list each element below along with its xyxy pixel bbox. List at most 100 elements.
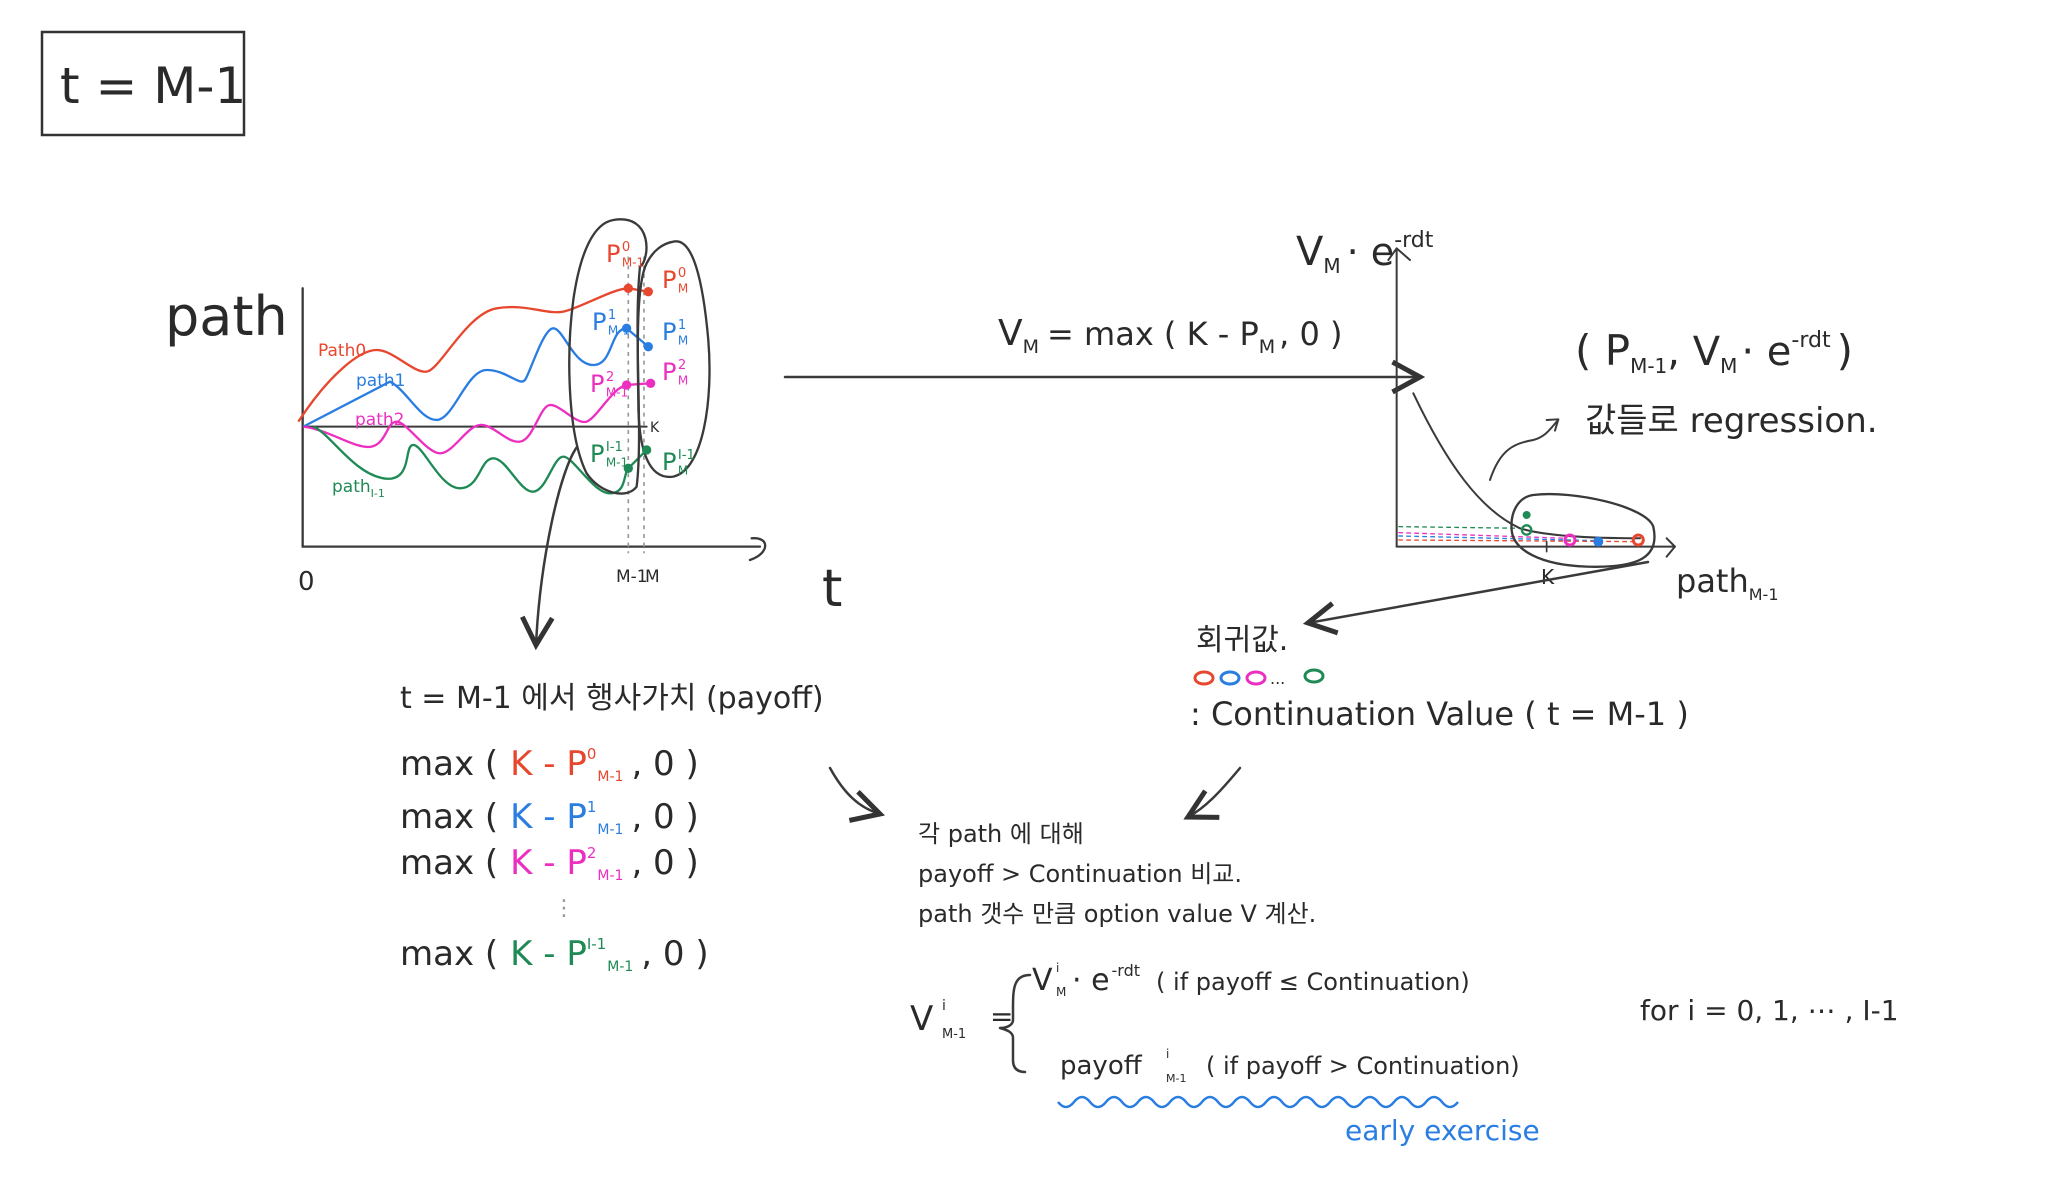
series-line-path2 bbox=[303, 382, 651, 455]
k-minus-p: K - P bbox=[510, 934, 587, 974]
regression-note-text: 값들로 regression. bbox=[1585, 401, 1878, 441]
brace bbox=[998, 973, 1032, 1074]
point-label-m-1-2: P bbox=[590, 370, 604, 398]
payoff-row-1: max (K - P1M-1 , 0 ) bbox=[400, 797, 699, 838]
point-green bbox=[1520, 524, 1533, 536]
sub: M bbox=[1323, 254, 1340, 278]
point-label-m-2-sub-text: M bbox=[678, 373, 688, 387]
discounted-values-blue bbox=[1398, 535, 1597, 542]
point-blue bbox=[1593, 536, 1604, 547]
point-label-m-1-1-sub: M-1 bbox=[608, 323, 630, 337]
sup: -rdt bbox=[1394, 228, 1434, 253]
index-range-text: for i = 0, 1, ⋯ , I-1 bbox=[1640, 994, 1899, 1027]
p-sub: M-1 bbox=[1630, 354, 1667, 378]
strike-label-text: K bbox=[650, 420, 660, 436]
compare-block: 각 path 에 대해 payoff > Continuation 비교. path… bbox=[918, 820, 1316, 928]
x-tick-m-text: M bbox=[645, 567, 660, 587]
point-label-m-1-1-sub-text: M-1 bbox=[608, 323, 630, 337]
index-range: for i = 0, 1, ⋯ , I-1 bbox=[1640, 994, 1899, 1027]
arrow-to-regression-note bbox=[1488, 418, 1560, 481]
point-label-m-2-text: P bbox=[662, 358, 676, 386]
point-label-m-1-0-text: P bbox=[606, 240, 620, 268]
point-label-m-0-sub: M bbox=[678, 281, 688, 295]
point-label-m-1-1-text: P bbox=[592, 308, 606, 336]
point-label-m-1-3-sup: I-1 bbox=[606, 440, 623, 455]
sup: -rdt bbox=[1791, 328, 1831, 353]
sub: M-1 bbox=[607, 959, 633, 975]
tail: , 0 ) bbox=[641, 934, 708, 974]
regression-dot-0 bbox=[1193, 670, 1215, 686]
point-label-m-1-2-sub-text: M-1 bbox=[606, 385, 628, 399]
p-sub: M bbox=[1259, 336, 1275, 358]
case1: V bbox=[1032, 963, 1053, 998]
point-label-m-1-0-sub: M-1 bbox=[622, 255, 644, 269]
ellipse-m bbox=[636, 240, 711, 478]
rest: · e bbox=[1347, 230, 1395, 274]
y-axis-label: VM · e-rdt bbox=[1296, 228, 1434, 278]
case1-text: V bbox=[1032, 963, 1053, 998]
payoff-row-2: max (K - P2M-1 , 0 ) bbox=[400, 843, 699, 884]
x-axis bbox=[1395, 537, 1676, 558]
point-label-m-1-3-sub-text: M-1 bbox=[606, 455, 628, 469]
tail: , 0 ) bbox=[1279, 315, 1342, 353]
point-label-m-0-sup-text: 0 bbox=[678, 266, 686, 281]
path-chart bbox=[297, 218, 767, 562]
x-axis-label-text: path bbox=[1676, 562, 1749, 600]
point-label-m-3-text: P bbox=[662, 448, 676, 476]
ellipsis: ⋮ bbox=[553, 896, 575, 921]
point-label-m-0-text: P bbox=[662, 266, 676, 294]
point-label-m-1-text: P bbox=[662, 318, 676, 346]
x-axis-label: pathM-1 bbox=[1676, 562, 1779, 604]
ellipse-m-1 bbox=[568, 218, 648, 495]
sub: M-1 bbox=[597, 868, 623, 884]
point-label-m-1-2-text: P bbox=[590, 370, 604, 398]
point-label-m-1-1-sup: 1 bbox=[608, 308, 616, 323]
point-label-m-3-sub: M bbox=[678, 463, 688, 477]
point-path1-m-1 bbox=[621, 323, 632, 333]
payoff-heading-text: t = M-1 에서 행사가치 (payoff) bbox=[400, 681, 824, 716]
discounted-values-magenta bbox=[1398, 531, 1567, 539]
sup: 0 bbox=[587, 745, 597, 763]
ellipsis: ... bbox=[1270, 669, 1285, 688]
series-line-path0 bbox=[297, 287, 649, 423]
case1-cond: ( if payoff ≤ Continuation) bbox=[1156, 968, 1470, 996]
point-red bbox=[1631, 533, 1645, 547]
point-label-m-1-0-sup-text: 0 bbox=[622, 240, 630, 255]
point-label-m-0-sup: 0 bbox=[678, 266, 686, 281]
ellipsis-text: ... bbox=[1270, 669, 1285, 688]
compare-line-2-text: path 갯수 만큼 option value V 계산. bbox=[918, 900, 1316, 928]
continuation-value-desc-text: : Continuation Value ( t = M-1 ) bbox=[1190, 695, 1689, 733]
regression-values-title-text: 회귀값. bbox=[1196, 623, 1288, 658]
regression-note: 값들로 regression. bbox=[1585, 401, 1878, 441]
compare-line-1-text: payoff > Continuation 비교. bbox=[918, 860, 1242, 888]
series-label-sub: I-1 bbox=[371, 487, 385, 500]
point-label-m-1-3-text: P bbox=[590, 440, 604, 468]
arrow-continuation-to-compare bbox=[1188, 766, 1242, 817]
y-axis bbox=[1387, 247, 1411, 548]
k-minus-p: K - P bbox=[510, 744, 587, 784]
x-axis bbox=[301, 537, 767, 562]
payoff-row-0: max (K - P0M-1 , 0 ) bbox=[400, 744, 699, 785]
point-label-m-0: P bbox=[662, 266, 676, 294]
case1-rest-text: · e bbox=[1072, 963, 1110, 998]
point-label-m-3: P bbox=[662, 448, 676, 476]
series-label-0: Path0 bbox=[318, 341, 366, 361]
payoff-row-3-text: max ( bbox=[400, 934, 498, 974]
equals-text: = bbox=[990, 1000, 1013, 1033]
regression-dot-i bbox=[1303, 668, 1325, 684]
early-exercise-underline bbox=[1057, 1095, 1459, 1109]
terminal-formula: VM = max ( K - PM, 0 ) bbox=[998, 313, 1343, 358]
series-label-1-text: path1 bbox=[356, 371, 405, 391]
case1-sub: M bbox=[1056, 985, 1066, 999]
v-sub: M bbox=[1720, 354, 1737, 378]
series-line-pathI bbox=[312, 425, 648, 495]
title-box: t = M-1 bbox=[40, 30, 246, 137]
lhs-text: V bbox=[910, 999, 933, 1039]
point-label-m-1-0-sup: 0 bbox=[622, 240, 630, 255]
strike-label: K bbox=[650, 420, 660, 436]
point-label-m-1-2-sub: M-1 bbox=[606, 385, 628, 399]
arrow-payoff-to-compare bbox=[828, 766, 880, 814]
